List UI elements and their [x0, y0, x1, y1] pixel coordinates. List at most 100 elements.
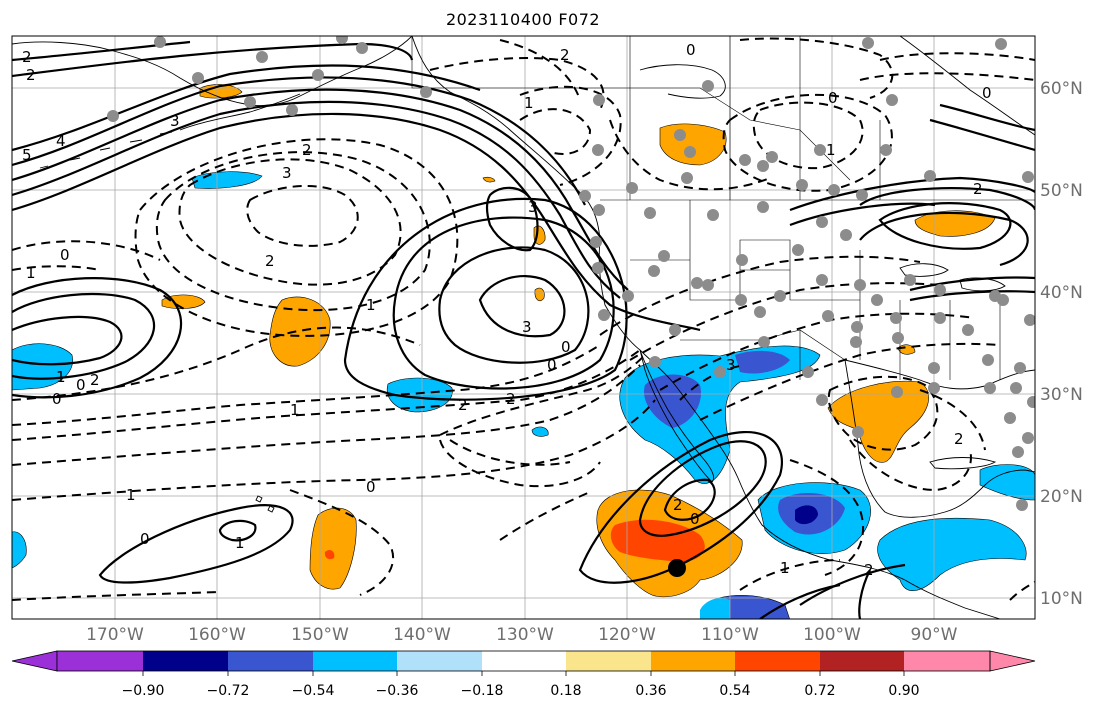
lon-label-170w: 170°W — [86, 625, 144, 645]
contour-label: 4 — [56, 132, 66, 150]
lon-label-90w: 90°W — [911, 625, 958, 645]
lon-label-130w: 130°W — [496, 625, 554, 645]
colorbar-tick-label: 0.90 — [888, 683, 919, 699]
contour-label: 5 — [22, 146, 32, 164]
colorbar-tick-label: 0.36 — [635, 683, 666, 699]
lat-label-40n: 40°N — [1040, 283, 1083, 303]
contour-label: 2 — [265, 252, 275, 270]
colorbar-bin — [228, 651, 313, 671]
map-frame — [11, 35, 1036, 620]
contour-label: 0 — [686, 41, 696, 59]
colorbar-tick-label: −0.54 — [292, 683, 335, 699]
blue-region-pacific-mid — [386, 377, 453, 413]
contour-label: 0 — [60, 246, 70, 264]
contour-label: 2 — [458, 396, 468, 414]
lon-label-100w: 100°W — [803, 625, 861, 645]
orange-region-pacific-mid — [269, 296, 331, 367]
lat-label-60n: 60°N — [1040, 79, 1083, 99]
contour-label: 1 — [826, 141, 836, 159]
colorbar-bin — [820, 651, 904, 671]
contour-label: 3 — [522, 318, 532, 336]
lat-label-10n: 10°N — [1040, 589, 1083, 609]
red-region-tropical — [610, 519, 705, 562]
colorbar-bin — [482, 651, 566, 671]
contour-label: 2 — [560, 46, 570, 64]
contour-label: 0 — [140, 530, 150, 548]
shaded-anomalies — [12, 84, 1035, 619]
navy-region-mexico — [795, 505, 818, 525]
colorbar-bin — [735, 651, 820, 671]
contour-label: 2 — [302, 141, 312, 159]
colorbar-bin — [904, 651, 990, 671]
contour-label: 2 — [506, 390, 516, 408]
contour-label: 0 — [690, 510, 700, 528]
blue-region-yucatan — [979, 464, 1035, 501]
lat-label-20n: 20°N — [1040, 487, 1083, 507]
colorbar-tick-label: 0.54 — [719, 683, 750, 699]
darkblue-region-sonora — [735, 350, 790, 374]
colorbar-outline — [56, 650, 991, 672]
colorbar-tick-label: 0.72 — [804, 683, 835, 699]
contour-label: 1 — [290, 401, 300, 419]
colorbar-extend-left — [11, 650, 58, 672]
colorbar-bin — [57, 651, 143, 671]
lon-label-120w: 120°W — [598, 625, 656, 645]
contour-label: 0 — [982, 84, 992, 102]
blue-region-small-2 — [12, 531, 27, 569]
contour-label: 1 — [780, 559, 790, 577]
orange-region-quebec — [914, 210, 996, 237]
contour-label: 0 — [52, 390, 62, 408]
lat-label-50n: 50°N — [1040, 181, 1083, 201]
colorbar-tick-label: −0.72 — [207, 683, 250, 699]
colorbar-tick-label: −0.90 — [122, 683, 165, 699]
contour-label: 3 — [170, 112, 180, 130]
colorbar-bin — [313, 651, 397, 671]
latitude-labels: 60°N 50°N 40°N 30°N 20°N 10°N — [1040, 79, 1083, 609]
contour-label: 0 — [828, 89, 838, 107]
map-title: 2023110400 F072 — [445, 10, 601, 29]
contour-label: 1 — [126, 486, 136, 504]
station-dots — [107, 36, 1035, 511]
darkblue-region-baja — [644, 374, 701, 428]
colorbar-bin — [651, 651, 735, 671]
orange-region-small-1 — [161, 294, 206, 309]
blue-region-small-1 — [531, 426, 549, 437]
blue-region-central-america — [877, 517, 1027, 591]
contour-label: 2 — [90, 371, 100, 389]
contour-label: 3 — [282, 164, 292, 182]
blue-region-southwest — [700, 598, 730, 619]
contour-lines — [12, 37, 1035, 619]
lon-label-110w: 110°W — [701, 625, 759, 645]
colorbar-bin — [143, 651, 228, 671]
contour-label: 2 — [954, 430, 964, 448]
contour-label: 0 — [76, 376, 86, 394]
contour-label: 1 — [26, 264, 36, 282]
lon-label-150w: 150°W — [291, 625, 349, 645]
orange-region-pacific-south — [309, 507, 357, 590]
colorbar-bin — [566, 651, 651, 671]
longitude-labels: 170°W 160°W 150°W 140°W 130°W 120°W 110°… — [86, 625, 958, 645]
contour-label: 1 — [366, 296, 376, 314]
storm-center-marker — [668, 559, 686, 577]
lon-label-140w: 140°W — [393, 625, 451, 645]
colorbar: −0.90 −0.72 −0.54 −0.36 −0.18 0.18 0.36 … — [11, 650, 1036, 699]
contour-label: 1 — [235, 534, 245, 552]
colorbar-tick-label: −0.36 — [376, 683, 419, 699]
lat-label-30n: 30°N — [1040, 385, 1083, 405]
contour-label: 1 — [524, 94, 534, 112]
contour-label: 2 — [973, 180, 983, 198]
contour-label: 2 — [673, 496, 683, 514]
orange-region-small-3 — [534, 287, 545, 302]
contour-label: 2 — [26, 66, 36, 84]
contour-label: 3 — [528, 198, 538, 216]
colorbar-tick-label: −0.18 — [461, 683, 504, 699]
contour-label: 2 — [864, 561, 874, 579]
contour-label: 2 — [22, 48, 32, 66]
colorbar-extend-right — [989, 650, 1036, 672]
red-region-pacific-south — [324, 549, 335, 560]
colorbar-bin — [397, 651, 482, 671]
contour-label-group: 2 2 4 5 3 2 3 3 0 1 2 1 3 0 0 3 1 2 2 0 … — [22, 41, 992, 579]
contour-label: 3 — [726, 356, 736, 374]
contour-label: 0 — [366, 478, 376, 496]
orange-region-small-5 — [482, 176, 496, 183]
